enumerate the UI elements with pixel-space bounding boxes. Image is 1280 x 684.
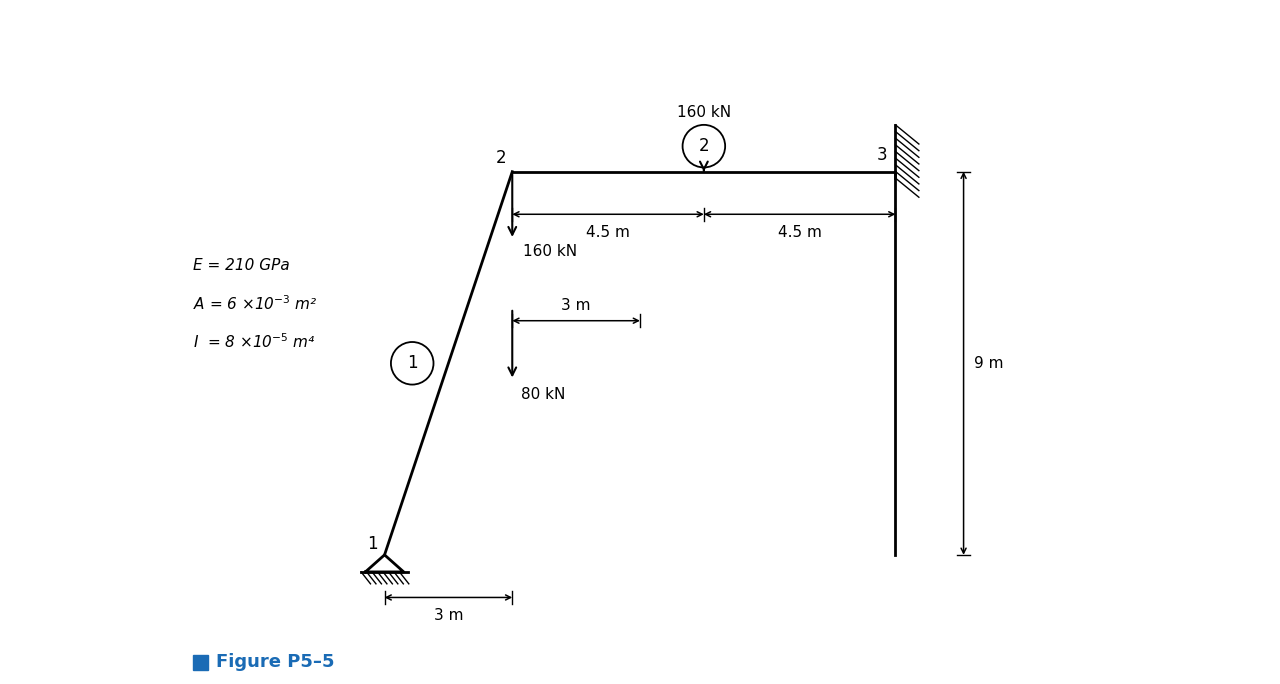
Text: 3 m: 3 m [562, 298, 591, 313]
Text: Figure P5–5: Figure P5–5 [216, 653, 335, 671]
Text: 1: 1 [407, 354, 417, 372]
Text: E = 210 GPa: E = 210 GPa [193, 258, 289, 273]
Text: 80 kN: 80 kN [521, 386, 566, 402]
Text: 3: 3 [877, 146, 887, 164]
Text: 9 m: 9 m [974, 356, 1004, 371]
Text: 4.5 m: 4.5 m [586, 225, 630, 240]
Text: A = 6 ×10$^{-3}$ m²: A = 6 ×10$^{-3}$ m² [193, 294, 317, 313]
Bar [193, 655, 207, 670]
Text: I  = 8 ×10$^{-5}$ m⁴: I = 8 ×10$^{-5}$ m⁴ [193, 332, 315, 352]
Text: 2: 2 [699, 137, 709, 155]
Text: 3 m: 3 m [434, 608, 463, 623]
Text: 1: 1 [367, 535, 378, 553]
Text: 160 kN: 160 kN [677, 105, 731, 120]
Text: 4.5 m: 4.5 m [778, 225, 822, 240]
Text: 2: 2 [495, 149, 506, 168]
Text: 160 kN: 160 kN [524, 244, 577, 259]
